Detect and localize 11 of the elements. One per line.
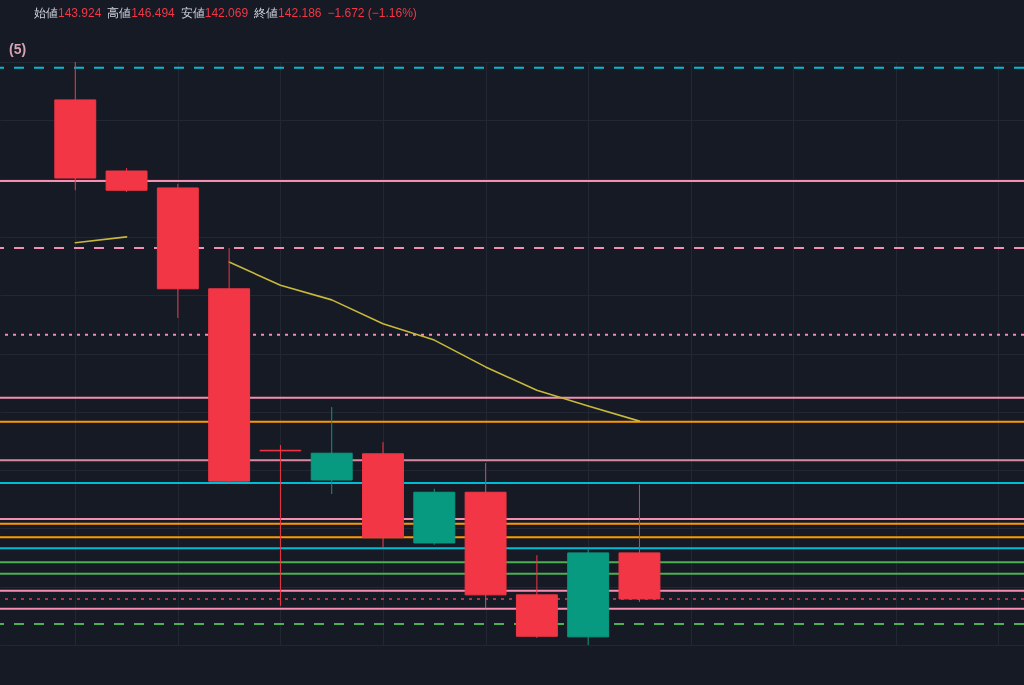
text: 安値 <box>180 6 205 20</box>
text: 142.069 <box>204 6 249 20</box>
text: 146.494 <box>131 6 176 20</box>
text: 終値 <box>253 6 279 20</box>
text: (5) <box>9 41 27 57</box>
text: 143.924 <box>58 6 102 20</box>
text: 142.186 <box>278 6 322 20</box>
text: 始値 <box>34 6 58 20</box>
candlestick <box>259 444 302 607</box>
text: 高値 <box>107 6 132 20</box>
text: −1.672 (−1.16%) <box>327 6 417 20</box>
